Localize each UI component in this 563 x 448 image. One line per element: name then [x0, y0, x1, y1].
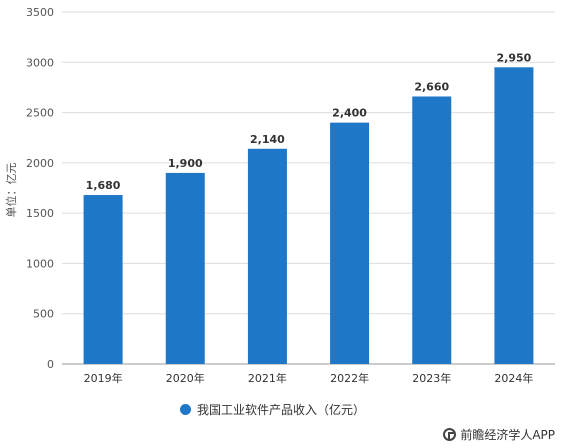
y-tick-label: 2000 — [26, 157, 54, 170]
legend-label: 我国工业软件产品收入（亿元） — [197, 403, 366, 417]
y-tick-label: 1000 — [26, 257, 54, 270]
data-label: 2,140 — [250, 133, 285, 146]
data-label: 2,950 — [497, 51, 532, 64]
qianzhan-logo-icon — [443, 428, 457, 441]
data-label: 2,400 — [332, 107, 367, 120]
data-label: 2,660 — [414, 80, 449, 93]
x-tick-label: 2022年 — [330, 371, 369, 385]
bar — [412, 96, 452, 364]
y-tick-label: 3500 — [26, 6, 54, 19]
bar — [494, 67, 534, 365]
x-axis-ticks: 2019年 2020年 2021年 2022年 2023年 2024年 — [84, 371, 534, 385]
legend-marker — [180, 404, 191, 415]
x-tick-label: 2019年 — [84, 371, 123, 385]
bar — [330, 122, 370, 364]
y-tick-label: 0 — [47, 358, 54, 371]
y-tick-label: 3000 — [26, 56, 54, 69]
data-labels: 1,680 1,900 2,140 2,400 2,660 2,950 — [86, 51, 532, 192]
x-tick-label: 2023年 — [412, 371, 451, 385]
bar-chart: 0 500 1000 1500 2000 2500 3000 3500 1,680 1,900 2… — [4, 6, 555, 385]
bar — [83, 195, 123, 364]
gridlines — [62, 11, 555, 365]
y-axis-label: 单位：亿元 — [4, 163, 18, 218]
x-tick-label: 2020年 — [166, 371, 205, 385]
y-axis-ticks: 0 500 1000 1500 2000 2500 3000 3500 — [26, 6, 54, 371]
bar — [247, 148, 287, 364]
legend: 我国工业软件产品收入（亿元） — [180, 401, 365, 418]
bars — [83, 67, 534, 365]
data-label: 1,900 — [168, 157, 203, 170]
data-label: 1,680 — [86, 179, 121, 192]
x-tick-label: 2024年 — [494, 371, 533, 385]
bar — [165, 172, 205, 364]
brand-watermark: 前瞻经济学人APP — [443, 426, 555, 443]
y-tick-label: 500 — [33, 308, 54, 321]
x-tick-label: 2021年 — [248, 371, 287, 385]
y-tick-label: 1500 — [26, 207, 54, 220]
y-tick-label: 2500 — [26, 107, 54, 120]
brand-label: 前瞻经济学人APP — [460, 428, 555, 442]
